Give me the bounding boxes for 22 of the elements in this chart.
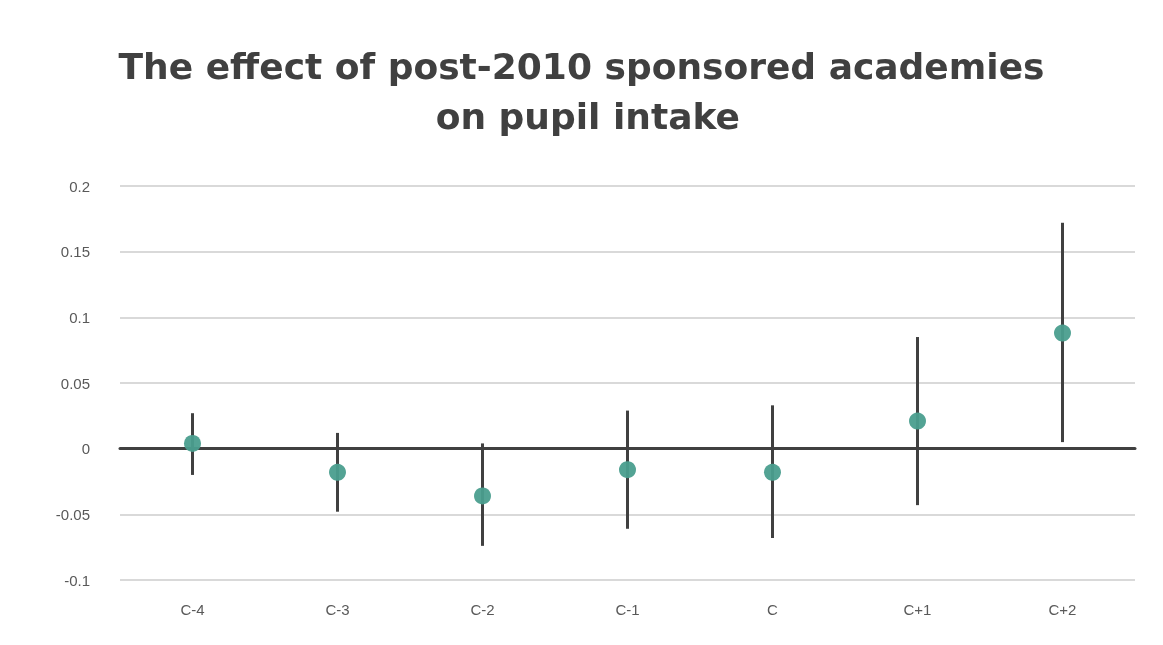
- y-tick-label: 0.2: [69, 177, 90, 195]
- x-tick-label: C+1: [903, 601, 932, 618]
- x-tick-label: C: [767, 601, 779, 618]
- point: [909, 412, 926, 430]
- point: [474, 487, 491, 505]
- chart-title: The effect of post-2010 sponsored academies on pupil intake: [118, 45, 1045, 137]
- x-tick-label: C+2: [1048, 601, 1077, 618]
- point: [1054, 324, 1071, 342]
- x-tick-label: C-3: [325, 601, 350, 618]
- y-tick-label: -0.05: [55, 505, 90, 523]
- y-tick-label: 0.15: [60, 243, 90, 261]
- point: [619, 461, 636, 479]
- point: [184, 434, 201, 452]
- y-tick-label: -0.1: [64, 571, 90, 589]
- x-tick-label: C-4: [180, 601, 205, 618]
- y-tick-label: 0.1: [69, 308, 90, 326]
- x-tick-label: C-2: [470, 601, 495, 618]
- y-tick-label: 0.05: [60, 374, 90, 392]
- y-tick-label: 0: [81, 440, 90, 458]
- x-tick-label: C-1: [615, 601, 640, 618]
- point: [329, 463, 346, 481]
- point: [764, 463, 781, 481]
